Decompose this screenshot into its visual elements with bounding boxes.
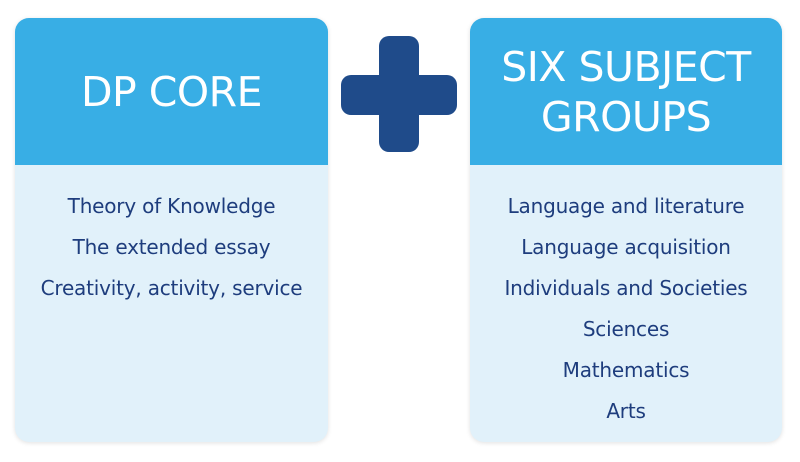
dp-core-header: DP CORE <box>15 18 328 165</box>
dp-core-item: The extended essay <box>72 235 271 259</box>
dp-core-card: DP CORE Theory of Knowledge The extended… <box>15 18 328 442</box>
dp-core-list: Theory of Knowledge The extended essay C… <box>15 165 328 309</box>
subject-groups-list: Language and literature Language acquisi… <box>470 165 782 432</box>
plus-icon <box>341 36 457 152</box>
subject-group-item: Mathematics <box>562 358 690 382</box>
subject-group-item: Sciences <box>582 317 670 341</box>
subject-groups-title-line: SIX SUBJECT <box>501 42 751 91</box>
subject-group-item: Language and literature <box>507 194 745 218</box>
subject-group-item: Language acquisition <box>521 235 731 259</box>
plus-vertical-bar <box>379 36 419 152</box>
dp-core-title: DP CORE <box>80 67 263 116</box>
subject-group-item: Individuals and Societies <box>504 276 748 300</box>
dp-core-item: Creativity, activity, service <box>40 276 303 300</box>
subject-groups-title-line: GROUPS <box>540 92 712 141</box>
dp-core-item: Theory of Knowledge <box>67 194 276 218</box>
subject-groups-header: SIX SUBJECT GROUPS <box>470 18 782 165</box>
subject-groups-card: SIX SUBJECT GROUPS Language and literatu… <box>470 18 782 442</box>
subject-group-item: Arts <box>606 399 646 423</box>
